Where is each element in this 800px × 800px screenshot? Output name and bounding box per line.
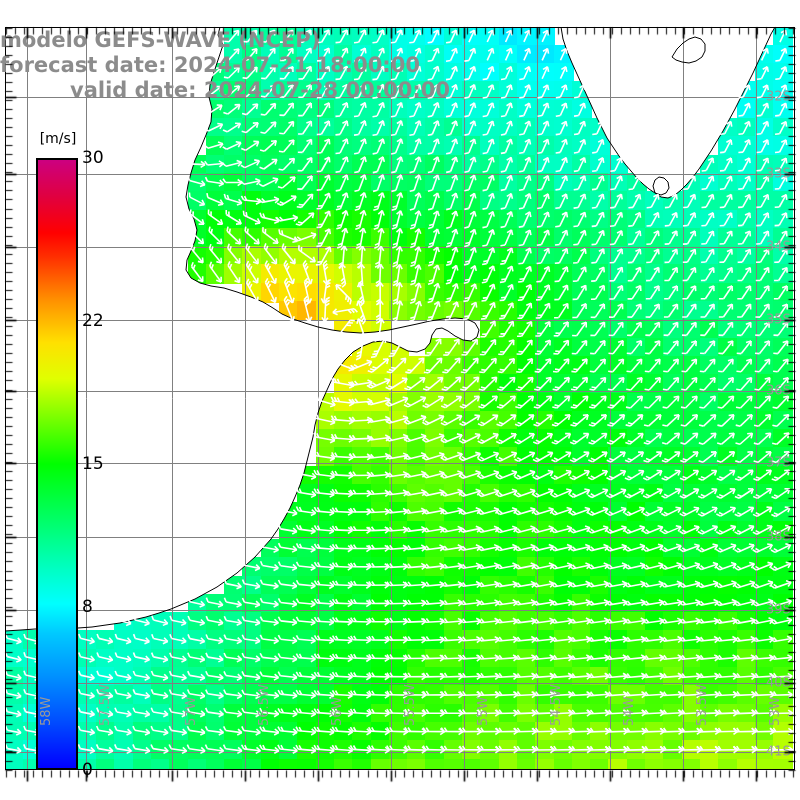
- lon-label-53W: 53W: [768, 696, 783, 726]
- lat-label-41S: 41S: [766, 744, 791, 760]
- colorbar-tick-30: 30: [82, 148, 104, 168]
- colorbar-unit-label: [m/s]: [39, 131, 77, 147]
- lat-label-38S: 38S: [766, 529, 791, 545]
- lat-label-37S: 37S: [766, 455, 791, 471]
- colorbar-tick-15: 15: [82, 454, 104, 474]
- colorbar-tick-0: 0: [82, 760, 93, 780]
- lat-label-39S: 39S: [766, 602, 791, 618]
- lon-label-56.5W: 56.5W: [257, 684, 272, 726]
- lon-label-57.5W: 57.5W: [98, 684, 113, 726]
- colorbar-gradient: [36, 158, 78, 770]
- colorbar-tick-22: 22: [82, 311, 104, 332]
- lat-label-40S: 40S: [766, 675, 791, 691]
- lat-label-34S: 34S: [766, 239, 791, 255]
- lat-label-36S: 36S: [766, 383, 791, 399]
- lon-label-54W: 54W: [622, 696, 637, 726]
- colorbar-tick-8: 8: [82, 596, 93, 617]
- map-plot-area[interactable]: [5, 27, 795, 770]
- colorbar: [36, 158, 78, 770]
- lat-label-32S: 32S: [766, 89, 791, 105]
- lon-label-55W: 55W: [476, 696, 491, 726]
- lat-label-33S: 33S: [766, 166, 791, 182]
- lon-label-53.5W: 53.5W: [695, 684, 710, 726]
- lon-label-58W: 58W: [39, 696, 54, 726]
- lon-label-56W: 56W: [330, 696, 345, 726]
- lon-label-55.5W: 55.5W: [403, 684, 418, 726]
- wind-field-canvas[interactable]: [5, 27, 795, 770]
- lon-label-57W: 57W: [184, 696, 199, 726]
- lat-label-35S: 35S: [766, 312, 791, 328]
- lon-label-54.5W: 54.5W: [549, 684, 564, 726]
